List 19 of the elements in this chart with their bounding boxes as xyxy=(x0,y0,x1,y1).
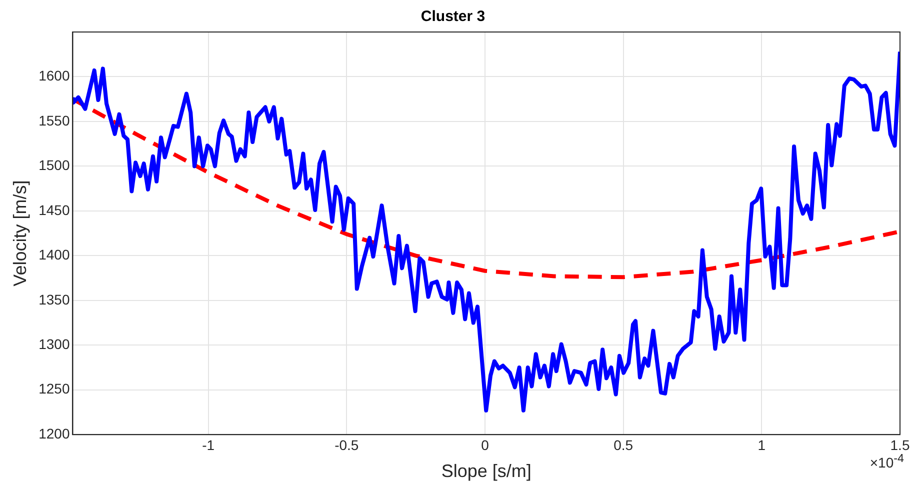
y-tick-label: 1450 xyxy=(38,202,70,218)
x-tick-label: 1 xyxy=(758,436,766,453)
y-tick-label: 1550 xyxy=(38,112,70,128)
y-tick-label: 1500 xyxy=(38,157,70,174)
text: ×10$^{-4}$ xyxy=(870,452,904,471)
y-tick-label: 1250 xyxy=(38,380,70,397)
x-tick-label: 1.5 xyxy=(890,436,910,453)
x-tick-label: -1 xyxy=(202,436,215,453)
x-tick-label: 0.5 xyxy=(614,436,634,453)
x-tick-label: -0.5 xyxy=(334,436,359,453)
y-tick-label: 1300 xyxy=(38,336,70,352)
y-tick-label: 1600 xyxy=(38,68,70,84)
x-axis-title: Slope [s/m] xyxy=(441,461,532,482)
chart-title: Cluster 3 xyxy=(420,8,486,26)
y-tick-label: 1350 xyxy=(38,291,70,308)
y-axis-title: Velocity [m/s] xyxy=(10,180,30,286)
y-tick-label: 1200 xyxy=(38,425,70,442)
y-tick-label: 1400 xyxy=(38,246,70,263)
x-tick-label: 0 xyxy=(481,436,490,453)
